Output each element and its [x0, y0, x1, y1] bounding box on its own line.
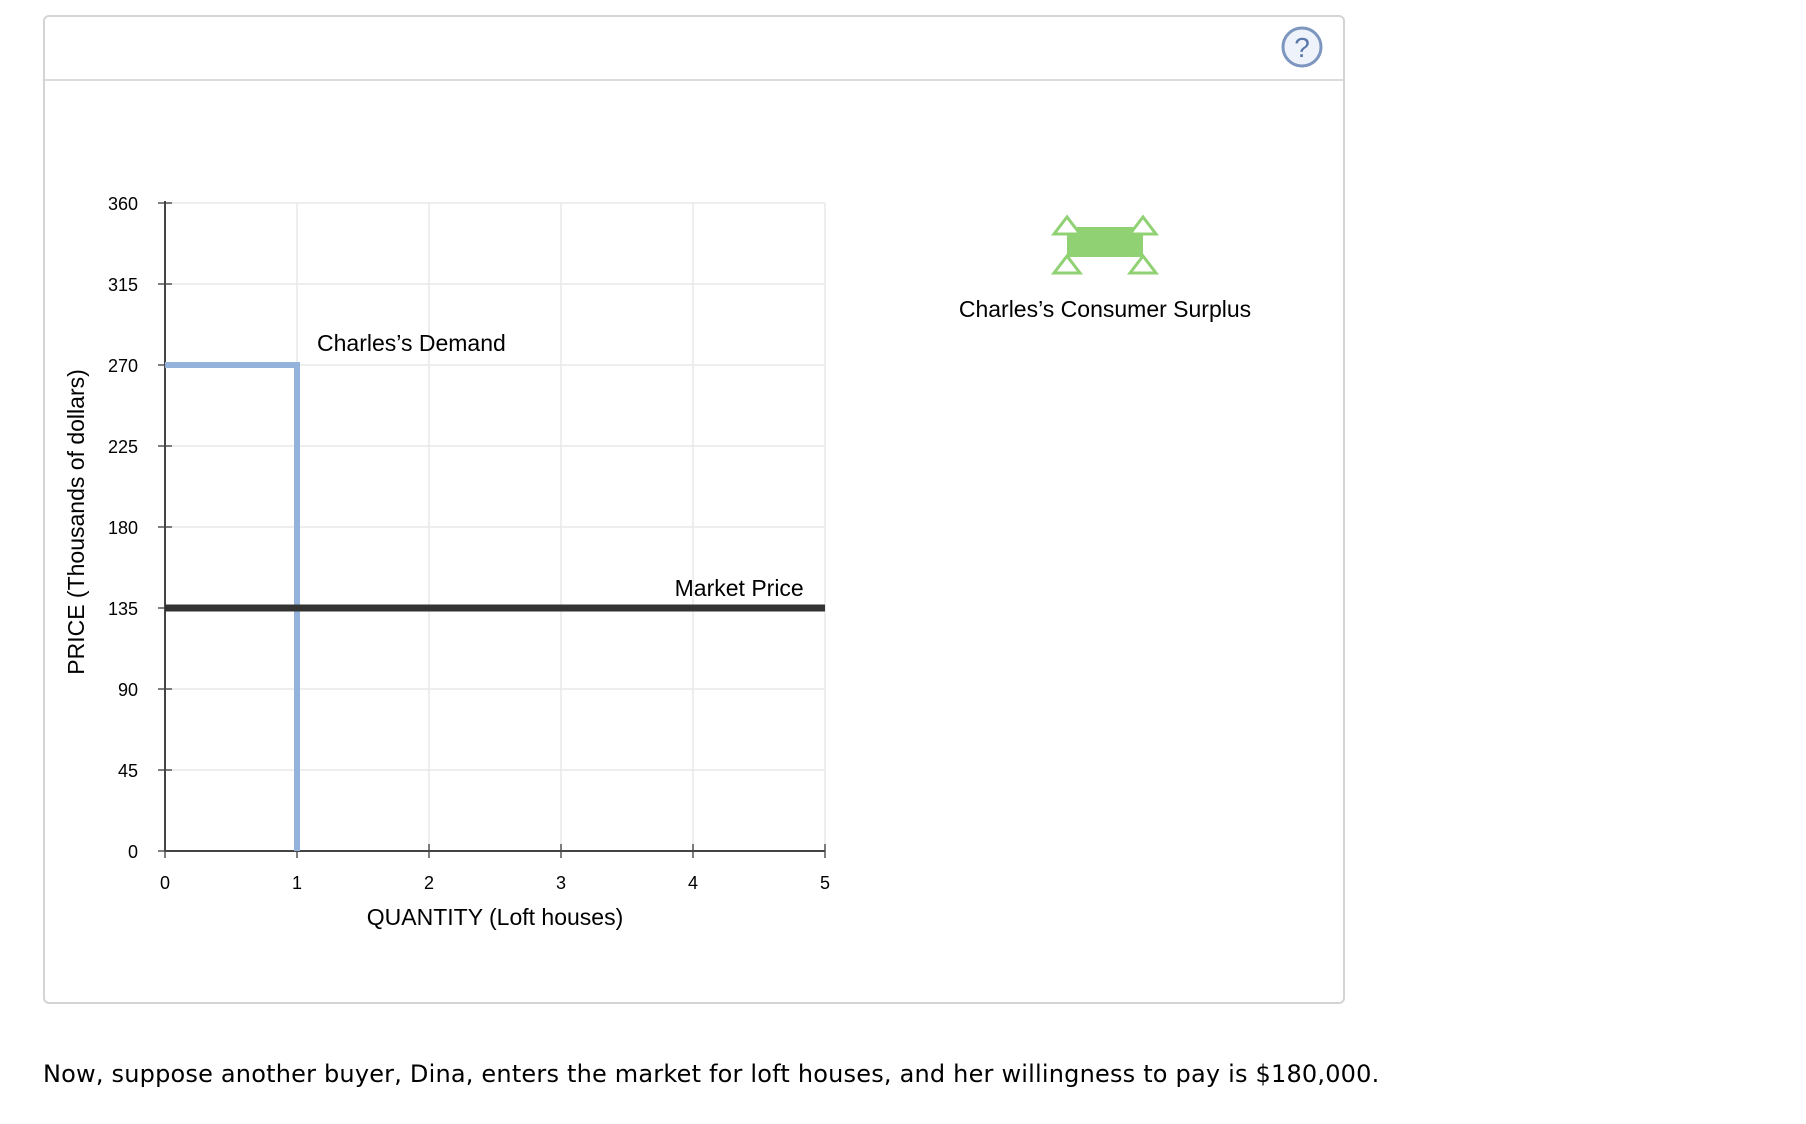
graph-panel: ? — [43, 15, 1345, 1004]
legend-handle — [1050, 214, 1084, 236]
y-tick-label: 45 — [118, 761, 138, 781]
x-tick-label: 2 — [424, 873, 434, 893]
help-label: ? — [1294, 32, 1310, 63]
series-label: Market Price — [675, 575, 804, 601]
grid — [165, 202, 826, 851]
x-tick-label: 5 — [820, 873, 830, 893]
legend-handle — [1126, 214, 1160, 236]
help-button[interactable]: ? — [1281, 26, 1323, 68]
legend: Charles’s Consumer Surplus — [959, 214, 1251, 322]
x-tick-label: 0 — [160, 873, 170, 893]
legend-label: Charles’s Consumer Surplus — [959, 296, 1251, 322]
x-tick-label: 4 — [688, 873, 698, 893]
legend-handle — [1126, 253, 1160, 275]
x-tick-label: 3 — [556, 873, 566, 893]
y-tick-label: 315 — [108, 275, 138, 295]
series-layer — [165, 362, 825, 851]
area-tool-icon[interactable] — [1050, 214, 1160, 275]
panel-header: ? — [45, 17, 1343, 81]
x-tick-label: 1 — [292, 873, 302, 893]
series-label: Charles’s Demand — [317, 330, 506, 356]
y-tick-label: 135 — [108, 599, 138, 619]
y-tick-label: 225 — [108, 437, 138, 457]
question-text: Now, suppose another buyer, Dina, enters… — [43, 1060, 1380, 1088]
question-circle-icon: ? — [1281, 26, 1323, 68]
y-tick-label: 90 — [118, 680, 138, 700]
y-tick-label: 180 — [108, 518, 138, 538]
y-tick-label: 270 — [108, 356, 138, 376]
x-axis-title: QUANTITY (Loft houses) — [367, 904, 624, 930]
y-tick-label: 0 — [128, 842, 138, 862]
legend-handle — [1050, 253, 1084, 275]
series-line — [165, 362, 300, 851]
labels-layer: Charles’s Demand Market Price — [317, 330, 804, 601]
y-tick-label: 360 — [108, 194, 138, 214]
y-axis-title: PRICE (Thousands of dollars) — [63, 369, 89, 675]
